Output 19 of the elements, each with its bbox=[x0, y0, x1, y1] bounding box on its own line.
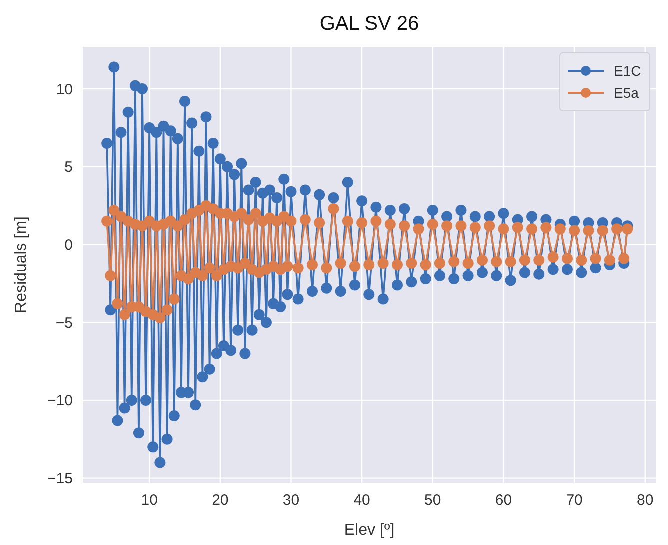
y-tick-label: 5 bbox=[64, 159, 73, 176]
y-tick-label: −15 bbox=[48, 470, 73, 488]
x-tick-label: 60 bbox=[495, 492, 512, 509]
x-tick-label: 30 bbox=[282, 492, 300, 509]
x-axis-title: Elev [º] bbox=[344, 522, 395, 539]
y-tick-label: −5 bbox=[56, 314, 73, 332]
x-tick-label: 80 bbox=[637, 492, 654, 509]
legend-label: E1C bbox=[614, 62, 642, 79]
x-tick-label: 40 bbox=[354, 492, 370, 509]
chart-title: GAL SV 26 bbox=[320, 13, 420, 35]
y-tick-label: −10 bbox=[48, 392, 73, 410]
y-axis-title: Residuals [m] bbox=[13, 216, 30, 314]
legend-label: E5a bbox=[614, 84, 640, 101]
y-tick-label: 10 bbox=[56, 81, 73, 98]
x-tick-label: 70 bbox=[566, 492, 583, 509]
x-tick-label: 50 bbox=[424, 492, 442, 509]
x-tick-label: 20 bbox=[212, 492, 229, 509]
x-tick-label: 10 bbox=[141, 492, 158, 509]
y-tick-label: 0 bbox=[64, 237, 73, 254]
